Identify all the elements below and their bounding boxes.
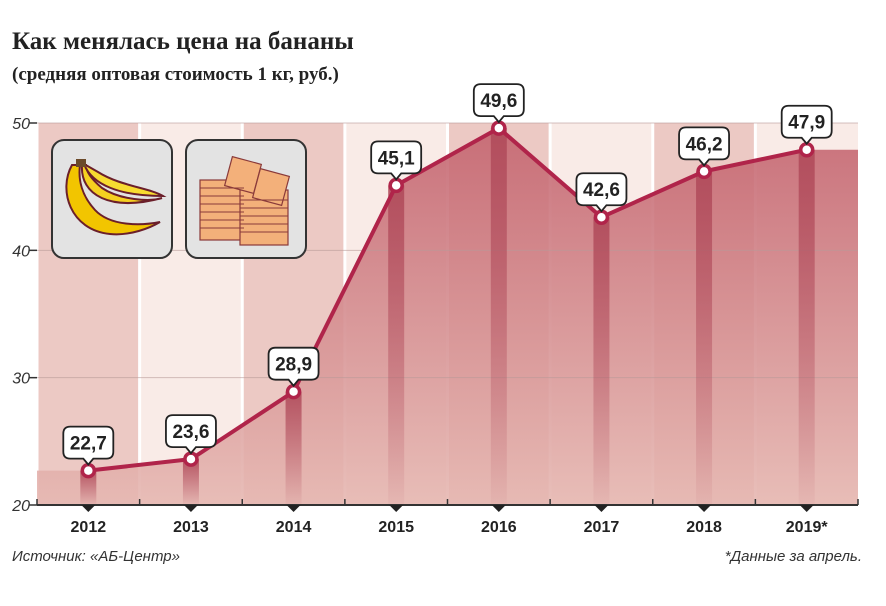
data-label: 28,9	[275, 355, 312, 376]
data-point	[80, 462, 97, 479]
x-tick-marker	[183, 505, 198, 512]
x-tick-label: 2019*	[786, 519, 829, 536]
area-fill	[37, 128, 858, 506]
data-label: 45,1	[378, 148, 415, 169]
data-label-bubble	[267, 346, 320, 388]
x-tick-marker	[286, 505, 301, 512]
y-tick-label: 30	[12, 371, 30, 388]
data-label: 49,6	[480, 91, 517, 112]
x-tick-marker	[389, 505, 404, 512]
banana-icon	[51, 139, 173, 259]
x-tick-label: 2018	[686, 519, 722, 536]
x-tick-marker	[81, 505, 96, 512]
data-point	[798, 141, 815, 158]
x-tick-marker	[491, 505, 506, 512]
data-point	[696, 163, 712, 180]
value-column	[798, 149, 815, 506]
data-label: 47,9	[788, 113, 825, 134]
source-note: Источник: «АБ-Центр»	[12, 548, 180, 565]
data-label: 22,7	[70, 434, 107, 455]
x-tick-marker	[594, 505, 609, 512]
y-tick-label: 20	[11, 498, 30, 515]
value-column	[593, 217, 610, 505]
x-tick-label: 2013	[173, 519, 209, 536]
data-label-bubble	[678, 126, 730, 167]
chart-title: Как менялась цена на бананы	[12, 28, 354, 55]
footnote: *Данные за апрель.	[724, 548, 862, 565]
data-label: 23,6	[172, 422, 209, 443]
x-tick-label: 2012	[71, 519, 107, 536]
data-label-bubble	[165, 414, 217, 455]
value-column	[182, 459, 199, 505]
x-tick-marker	[799, 505, 814, 512]
data-label-bubble	[62, 425, 115, 467]
x-tick-marker	[697, 505, 712, 512]
data-label-bubble	[575, 172, 628, 213]
data-label: 46,2	[686, 134, 723, 155]
data-point	[593, 209, 610, 225]
x-tick-label: 2015	[378, 519, 414, 536]
y-tick-label: 50	[12, 116, 30, 133]
x-tick-label: 2014	[276, 519, 312, 536]
ruble-banknotes-icon	[185, 139, 307, 259]
y-tick-label: 40	[12, 243, 30, 260]
data-point	[285, 383, 302, 400]
data-point	[491, 120, 507, 136]
data-label-bubble	[370, 140, 423, 181]
data-label-bubble	[472, 83, 525, 124]
value-column	[490, 128, 507, 506]
value-column	[285, 391, 302, 505]
data-label: 42,6	[583, 180, 620, 201]
value-column	[388, 185, 405, 506]
data-point	[183, 451, 199, 467]
value-column	[696, 171, 713, 506]
x-tick-label: 2017	[584, 519, 620, 536]
x-tick-label: 2016	[481, 519, 517, 536]
chart-subtitle: (средняя оптовая стоимость 1 кг, руб.)	[12, 64, 339, 85]
data-label-bubble	[780, 104, 833, 146]
data-point	[388, 177, 404, 194]
value-column	[80, 470, 97, 505]
